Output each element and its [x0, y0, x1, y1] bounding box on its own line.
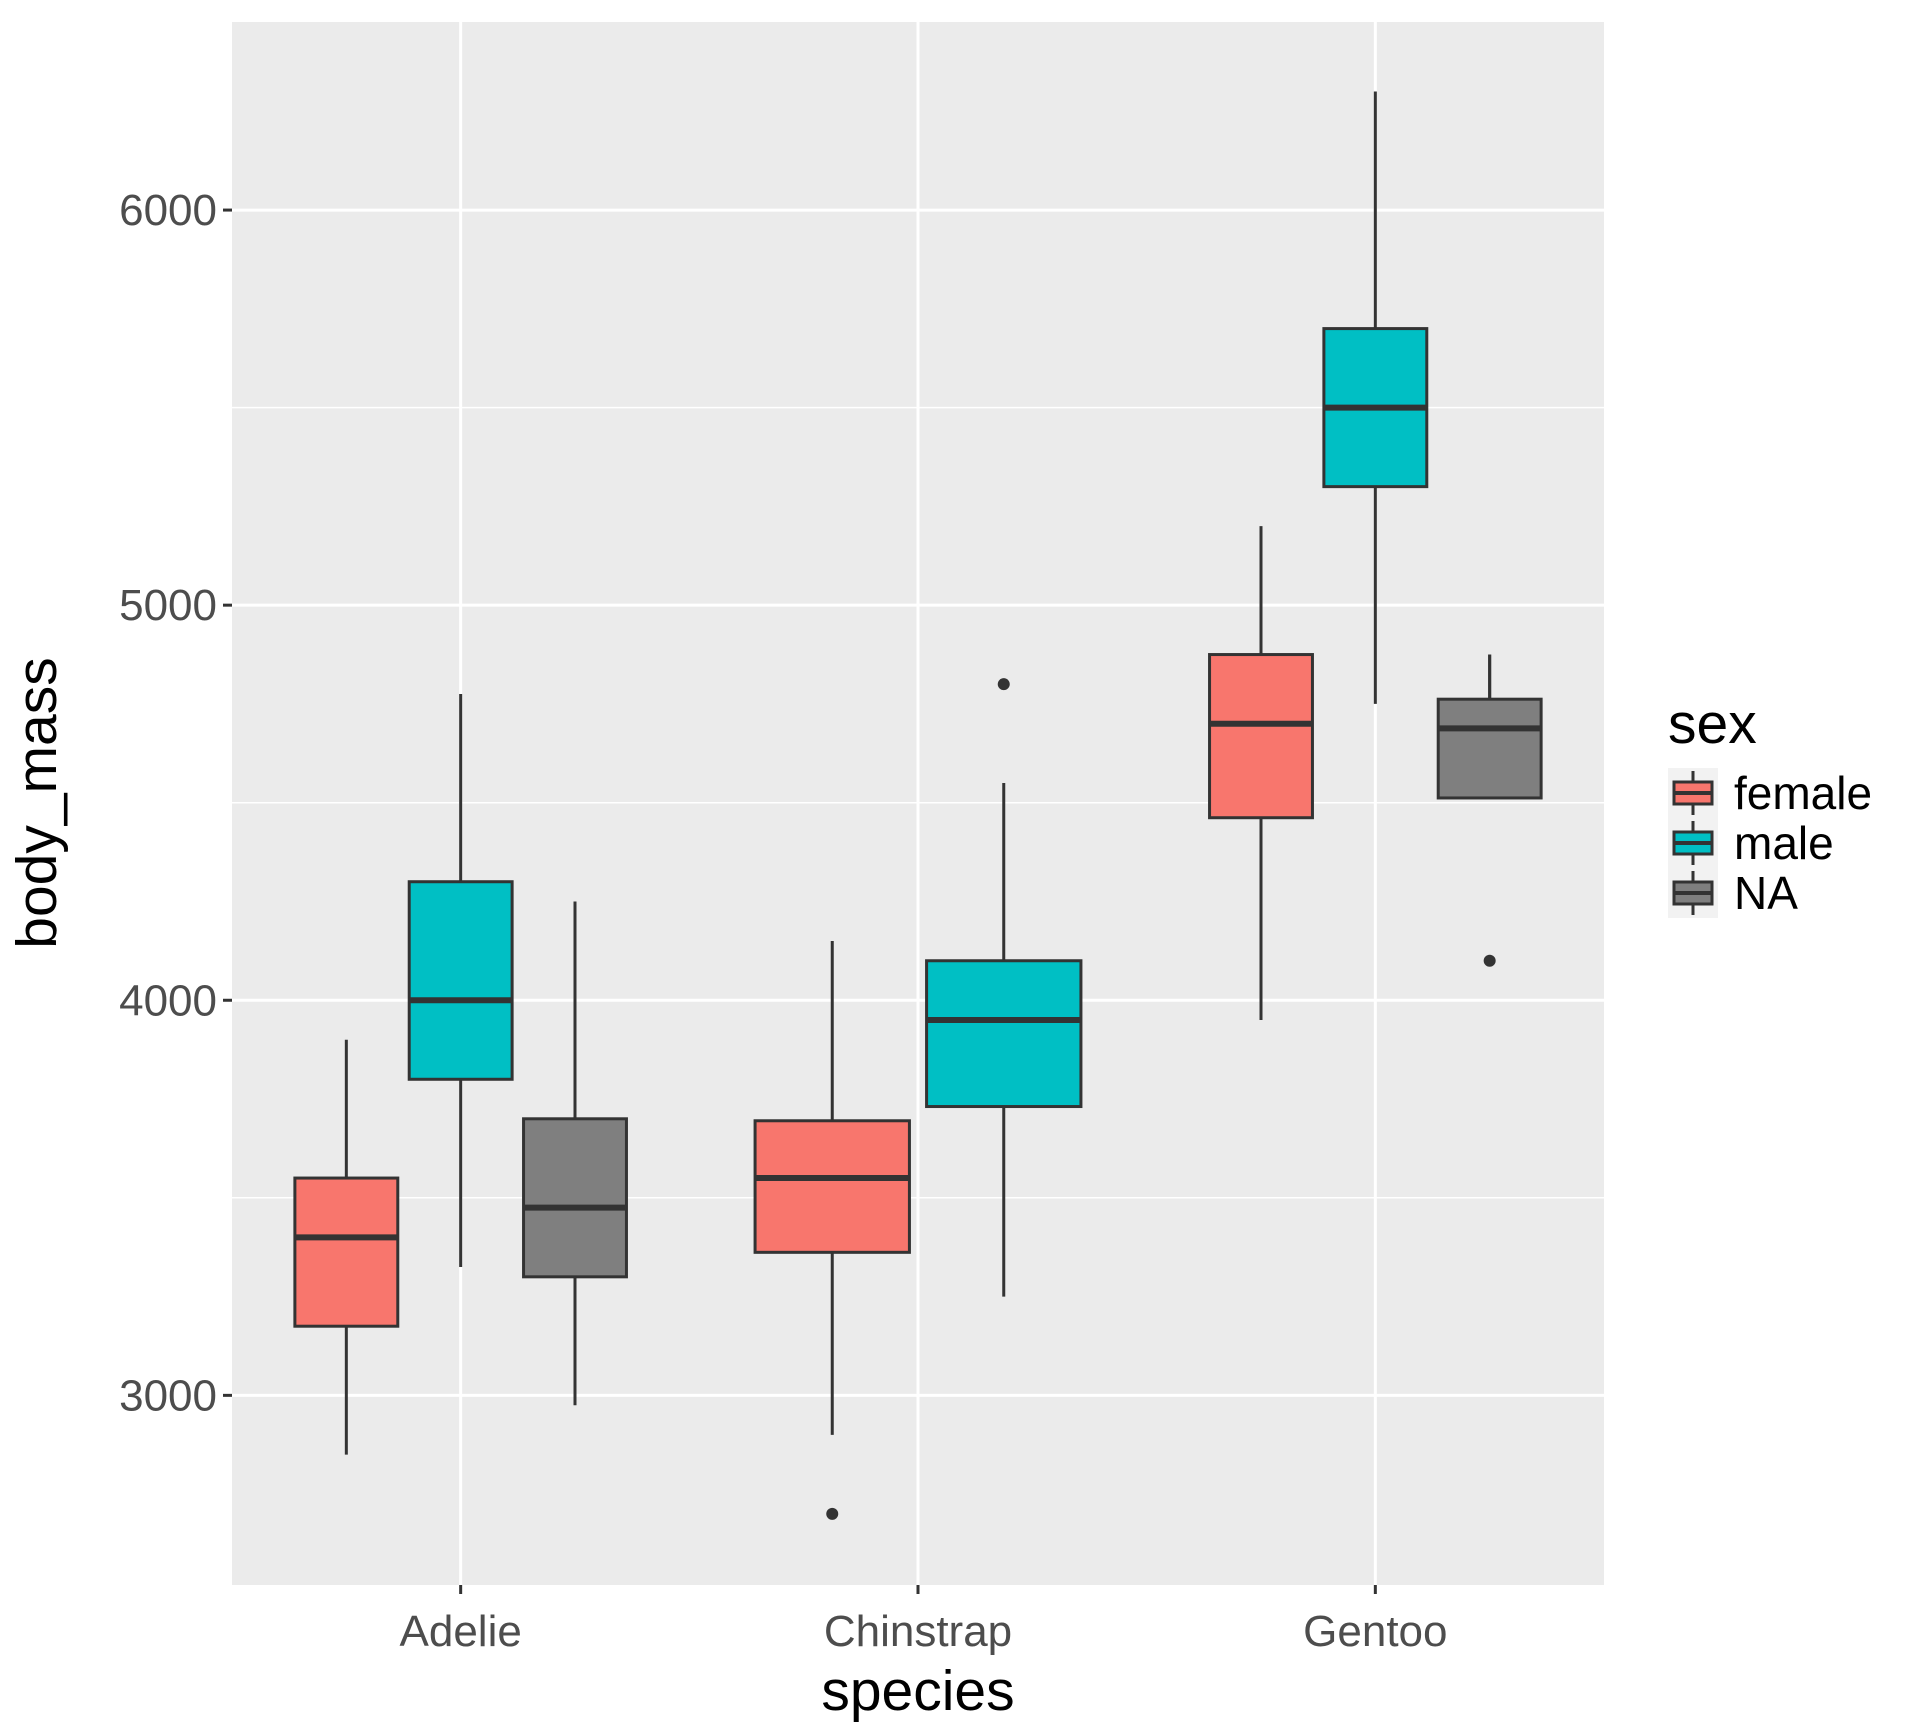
x-tick-label: Adelie: [400, 1607, 522, 1656]
outlier-point: [1483, 954, 1496, 967]
boxes: [293, 91, 1543, 1520]
legend-label: male: [1734, 817, 1834, 869]
y-tick-label: 5000: [119, 581, 217, 630]
axes: 3000 4000 5000 6000 Adelie Chinstrap Gentoo: [119, 186, 1447, 1656]
y-tick-label: 6000: [119, 186, 217, 235]
box-gentoo-female: [1208, 526, 1314, 1021]
box-body: [1208, 653, 1314, 820]
legend-title: sex: [1668, 692, 1757, 756]
box-body: [1436, 697, 1543, 800]
box-gentoo-na: [1436, 654, 1543, 967]
legend-item-na: NA: [1672, 867, 1798, 919]
x-axis-title: species: [821, 1659, 1014, 1723]
box-body: [753, 1119, 911, 1254]
box-gentoo-male: [1322, 91, 1429, 704]
box-body: [522, 1117, 628, 1279]
box-body: [407, 880, 514, 1081]
box-body: [293, 1176, 400, 1328]
x-tick-label: Chinstrap: [824, 1607, 1012, 1656]
box-adelie-na: [522, 901, 628, 1406]
y-tick-label: 4000: [119, 976, 217, 1025]
outlier-point: [826, 1507, 839, 1520]
x-tick-label: Gentoo: [1303, 1607, 1447, 1656]
outlier-point: [997, 678, 1010, 691]
box-adelie-male: [407, 694, 514, 1267]
legend-item-female: female: [1672, 767, 1872, 819]
y-tick-label: 3000: [119, 1371, 217, 1420]
box-chinstrap-female: [753, 940, 911, 1520]
box-chinstrap-male: [925, 678, 1083, 1297]
legend-label: NA: [1734, 867, 1798, 919]
y-axis-title: body_mass: [5, 657, 69, 949]
legend-item-male: male: [1672, 817, 1834, 869]
box-body: [925, 959, 1083, 1109]
box-adelie-female: [293, 1039, 400, 1455]
legend-label: female: [1734, 767, 1872, 819]
